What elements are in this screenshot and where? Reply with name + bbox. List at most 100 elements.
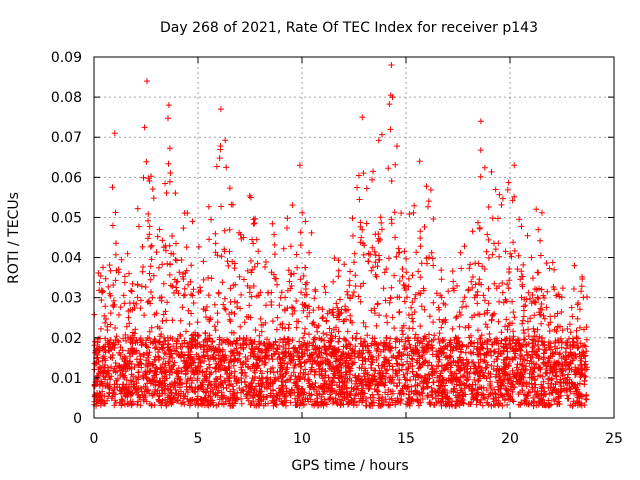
data-point	[346, 282, 353, 289]
data-point	[574, 345, 581, 352]
data-point	[283, 385, 290, 392]
data-point	[111, 381, 118, 388]
data-point	[452, 359, 459, 366]
data-point	[499, 195, 506, 202]
data-point	[103, 316, 109, 322]
data-point	[286, 321, 293, 328]
data-point	[438, 399, 445, 406]
data-point	[486, 381, 493, 387]
data-point	[554, 324, 561, 331]
data-point	[545, 402, 552, 409]
data-point	[219, 346, 226, 353]
data-point	[102, 343, 109, 350]
data-point	[162, 351, 169, 357]
data-point	[393, 253, 400, 260]
data-point	[152, 367, 158, 374]
data-point	[215, 289, 222, 296]
data-point	[507, 250, 514, 257]
data-point	[129, 306, 136, 313]
data-point	[450, 278, 457, 285]
data-point	[187, 400, 194, 407]
data-point	[356, 347, 363, 354]
data-point	[411, 335, 418, 342]
data-point	[470, 394, 477, 401]
data-point	[171, 290, 177, 296]
data-point	[525, 326, 532, 333]
data-point	[279, 388, 286, 395]
data-point	[104, 337, 111, 344]
data-point	[531, 299, 538, 306]
data-point	[195, 363, 202, 369]
data-point	[511, 247, 518, 254]
data-point	[501, 357, 508, 364]
data-point	[398, 362, 405, 369]
data-point	[346, 375, 353, 382]
data-point	[518, 377, 525, 383]
data-point	[251, 386, 258, 392]
data-point	[213, 360, 220, 367]
data-point	[499, 280, 506, 286]
data-point	[533, 361, 540, 368]
data-point	[242, 338, 249, 344]
data-point	[568, 366, 575, 373]
data-point	[301, 376, 308, 383]
data-point	[567, 402, 574, 409]
data-point	[97, 273, 104, 279]
data-point	[484, 361, 491, 368]
data-point	[401, 383, 408, 390]
data-point	[306, 331, 312, 338]
data-point	[388, 379, 395, 386]
data-point	[489, 215, 496, 222]
data-point	[396, 309, 403, 316]
data-point	[339, 349, 346, 356]
data-point	[471, 343, 477, 350]
data-point	[396, 380, 403, 386]
data-point	[472, 381, 479, 388]
data-point	[95, 358, 102, 365]
data-point	[198, 397, 205, 403]
data-point	[483, 352, 490, 359]
data-point	[472, 292, 479, 298]
data-point	[525, 333, 532, 340]
data-point	[555, 359, 562, 366]
data-point	[285, 325, 292, 332]
data-point	[326, 307, 333, 314]
data-point	[140, 394, 147, 401]
data-point	[429, 394, 436, 401]
data-point	[227, 299, 234, 305]
data-point	[265, 347, 272, 354]
data-point	[388, 216, 395, 223]
data-point	[139, 339, 146, 346]
data-point	[296, 338, 303, 345]
data-point	[101, 312, 108, 319]
data-point	[335, 273, 342, 280]
data-point	[213, 375, 220, 382]
data-point	[554, 360, 561, 366]
data-point	[248, 269, 255, 276]
data-point	[215, 366, 222, 373]
data-point	[164, 299, 171, 306]
data-point	[514, 266, 521, 273]
data-point	[170, 343, 177, 350]
data-point	[208, 382, 215, 389]
data-point	[463, 366, 470, 373]
data-point	[388, 354, 395, 361]
data-point	[391, 209, 398, 216]
data-point	[563, 345, 570, 352]
data-point	[502, 248, 509, 255]
x-tick-label: 15	[397, 431, 415, 447]
data-point	[244, 356, 251, 362]
data-point	[409, 272, 416, 279]
data-point	[564, 374, 571, 381]
data-point	[110, 282, 117, 288]
data-point	[283, 370, 289, 377]
data-point	[92, 381, 98, 388]
data-point	[183, 328, 189, 335]
data-point	[485, 236, 492, 243]
data-point	[276, 302, 283, 309]
data-point	[417, 235, 424, 242]
data-point	[113, 240, 119, 247]
x-axis-label: GPS time / hours	[291, 458, 408, 474]
data-point	[519, 273, 526, 280]
data-point	[183, 267, 190, 274]
